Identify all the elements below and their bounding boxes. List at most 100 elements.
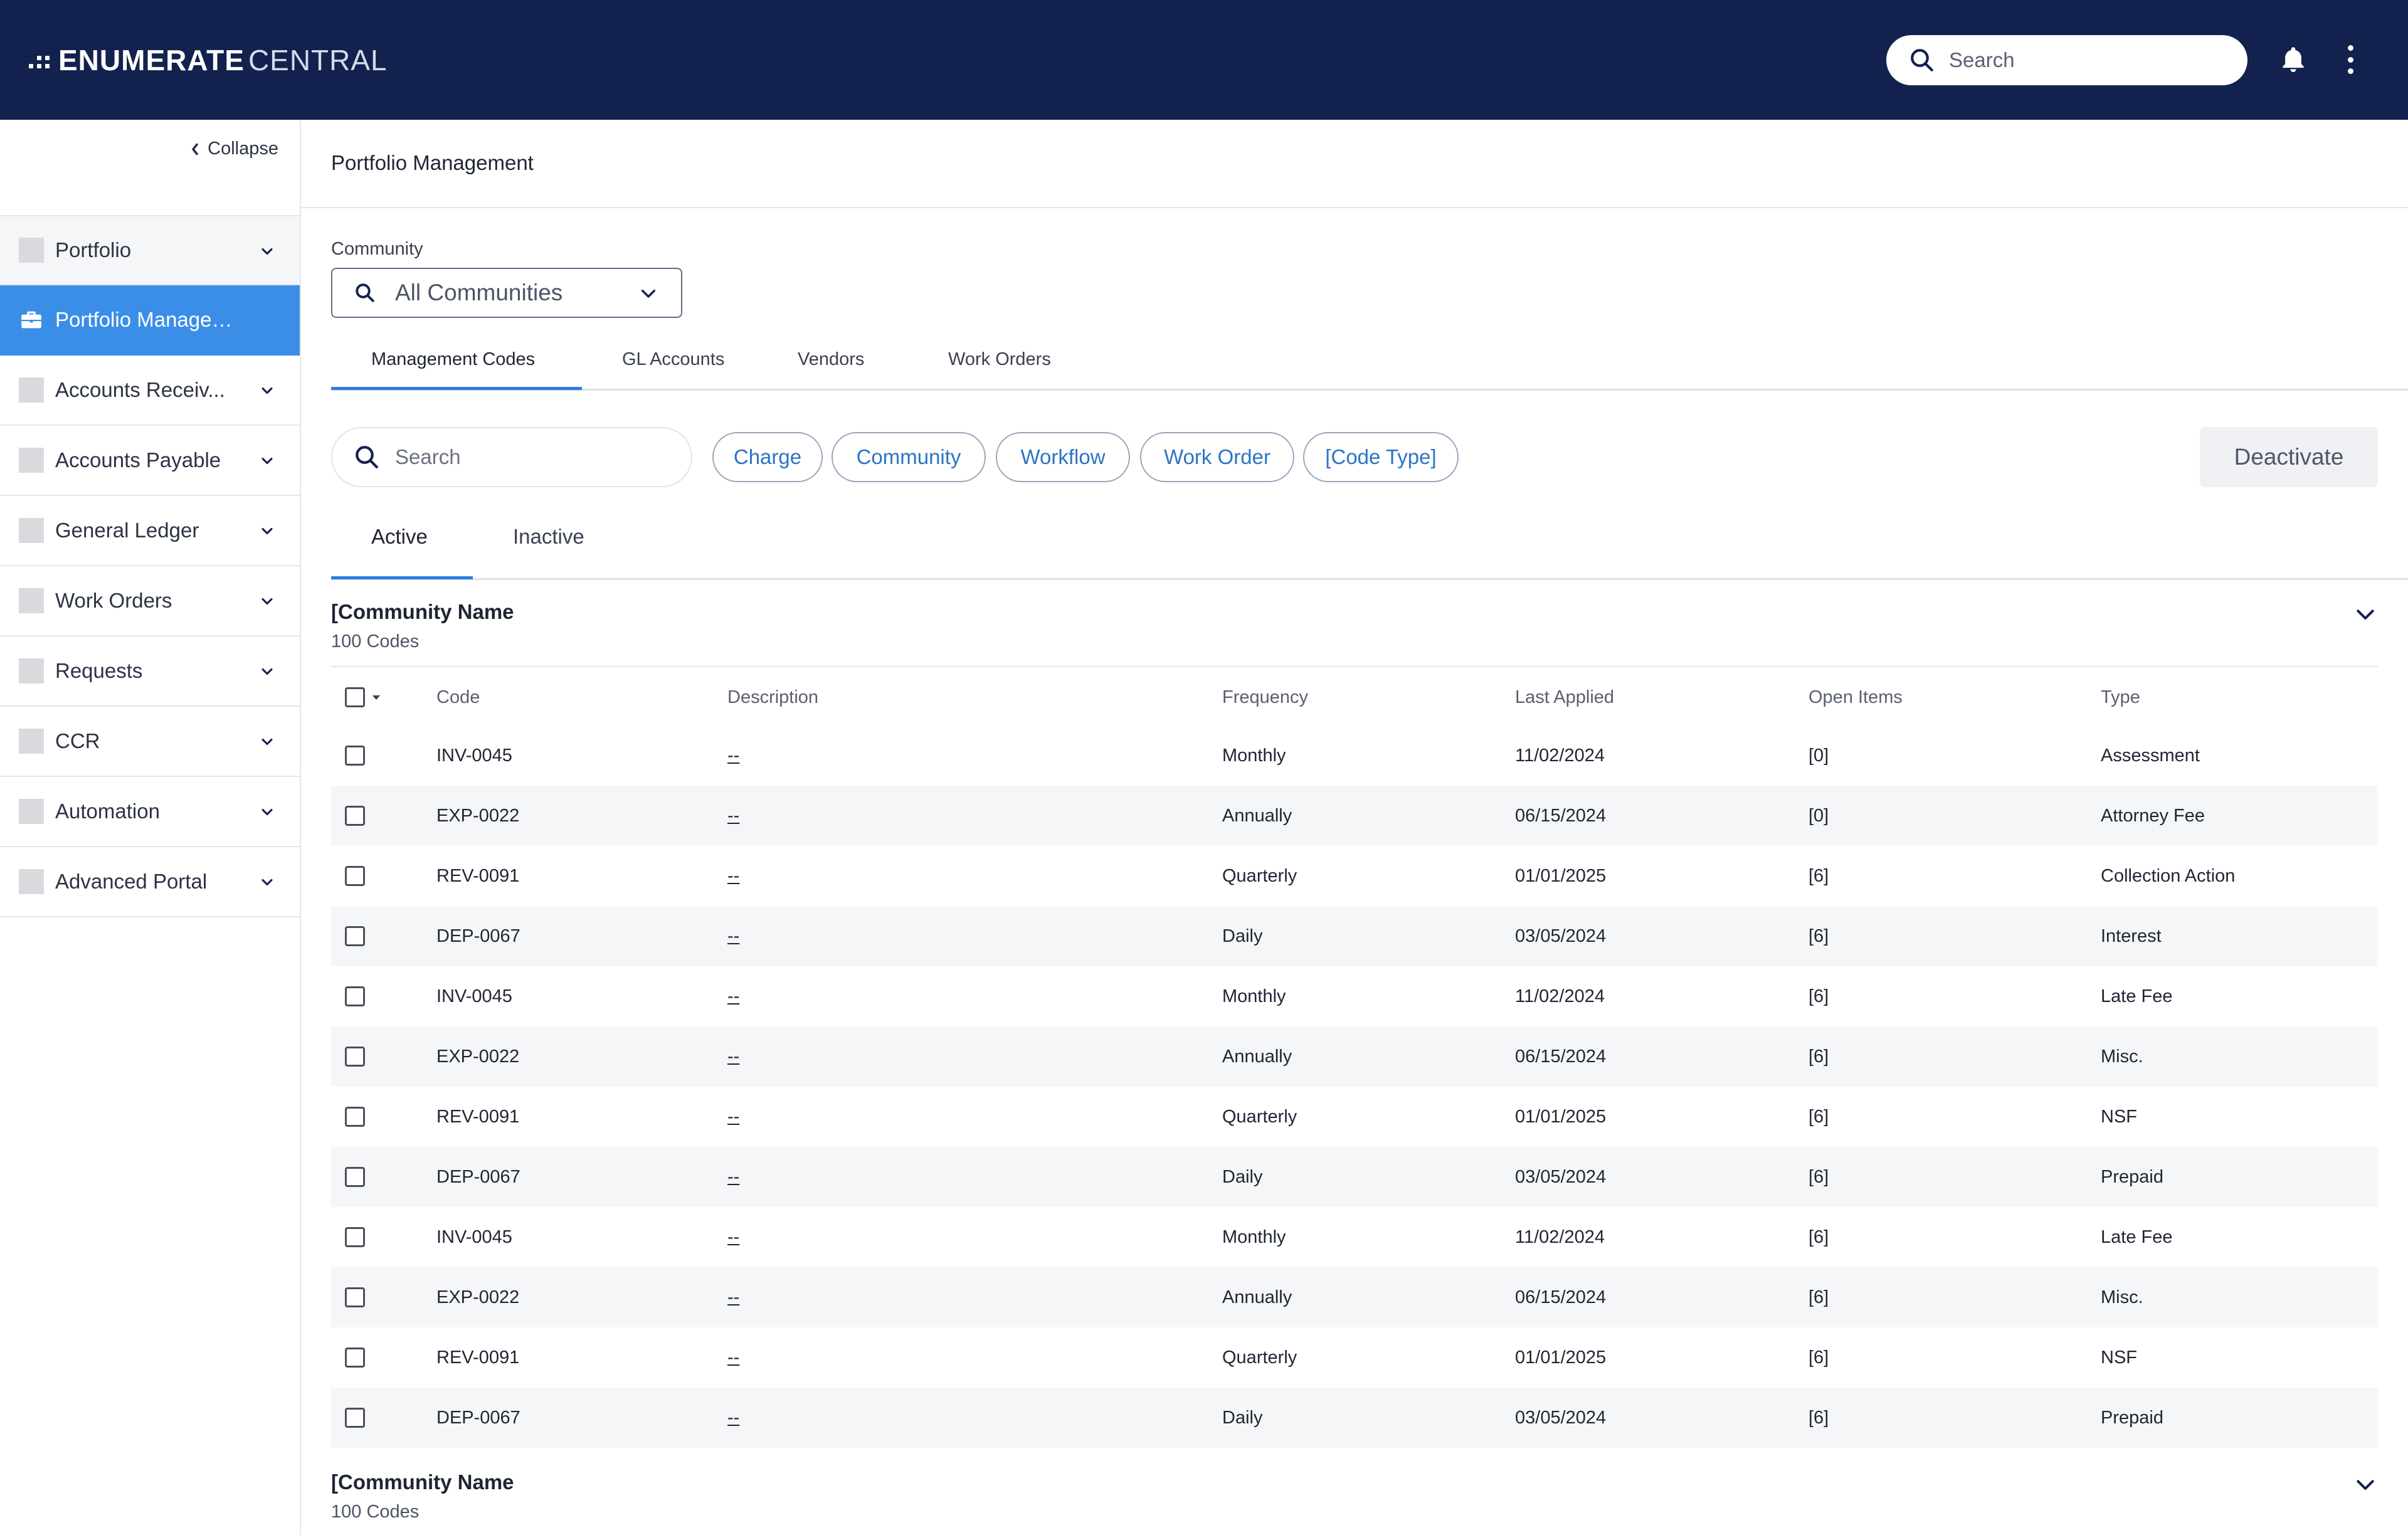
- cell-frequency: Quarterly: [1222, 865, 1297, 886]
- column-header-open-items: Open Items: [1809, 687, 1903, 707]
- cell-open-items: [6]: [1809, 865, 1829, 886]
- table-row[interactable]: EXP-0022 -- Annually 06/15/2024 [0] Atto…: [331, 786, 2378, 846]
- cell-description-link[interactable]: --: [727, 1226, 740, 1247]
- primary-tabs: Management Codes GL Accounts Vendors Wor…: [331, 346, 2408, 391]
- cell-last-applied: 03/05/2024: [1515, 1407, 1607, 1428]
- table-row[interactable]: INV-0045 -- Monthly 11/02/2024 [6] Late …: [331, 966, 2378, 1026]
- bell-icon[interactable]: [2278, 44, 2309, 75]
- sidebar-item-portfolio-management[interactable]: Portfolio Management: [0, 285, 300, 356]
- cell-description-link[interactable]: --: [727, 1287, 740, 1307]
- more-vertical-icon[interactable]: [2343, 45, 2358, 74]
- chevron-down-icon[interactable]: [2353, 1473, 2378, 1498]
- cell-type: NSF: [2101, 1106, 2137, 1127]
- sidebar-item-label: Portfolio Management: [55, 308, 243, 331]
- logo-dots-icon: [29, 56, 50, 68]
- row-checkbox[interactable]: [345, 866, 365, 886]
- tab-vendors[interactable]: Vendors: [798, 349, 865, 369]
- table-row[interactable]: DEP-0067 -- Daily 03/05/2024 [6] Prepaid: [331, 1147, 2378, 1207]
- table-row[interactable]: INV-0045 -- Monthly 11/02/2024 [0] Asses…: [331, 725, 2378, 786]
- cell-frequency: Annually: [1222, 1046, 1292, 1067]
- select-all-control[interactable]: [345, 669, 380, 725]
- row-checkbox[interactable]: [345, 986, 365, 1006]
- column-header-description: Description: [727, 687, 819, 707]
- table-row[interactable]: REV-0091 -- Quarterly 01/01/2025 [6] NSF: [331, 1087, 2378, 1147]
- sidebar-item-automation[interactable]: Automation: [0, 777, 300, 847]
- sidebar-item-accounts-payable[interactable]: Accounts Payable: [0, 426, 300, 496]
- tab-management-codes[interactable]: Management Codes: [371, 349, 536, 369]
- row-checkbox[interactable]: [345, 1227, 365, 1247]
- sidebar-item-accounts-receivable[interactable]: Accounts Receiv...: [0, 356, 300, 426]
- community-select[interactable]: All Communities: [331, 268, 682, 318]
- collapse-label: Collapse: [208, 139, 278, 159]
- table-body: INV-0045 -- Monthly 11/02/2024 [0] Asses…: [331, 725, 2378, 1448]
- filter-chip-work-order[interactable]: Work Order: [1140, 432, 1294, 482]
- cell-description-link[interactable]: --: [727, 926, 740, 946]
- sidebar-item-requests[interactable]: Requests: [0, 636, 300, 707]
- table-row[interactable]: EXP-0022 -- Annually 06/15/2024 [6] Misc…: [331, 1267, 2378, 1327]
- cell-description-link[interactable]: --: [727, 865, 740, 886]
- sidebar-item-label: Requests: [55, 659, 143, 682]
- sidebar-item-portfolio[interactable]: Portfolio: [0, 215, 300, 285]
- sidebar-item-general-ledger[interactable]: General Ledger: [0, 496, 300, 566]
- filter-chip-workflow[interactable]: Workflow: [996, 432, 1130, 482]
- row-checkbox[interactable]: [345, 1287, 365, 1307]
- table-row[interactable]: REV-0091 -- Quarterly 01/01/2025 [6] Col…: [331, 846, 2378, 906]
- row-checkbox[interactable]: [345, 1348, 365, 1368]
- cell-description-link[interactable]: --: [727, 1347, 740, 1368]
- brand-logo[interactable]: ENUMERATE CENTRAL: [29, 44, 388, 76]
- sidebar-item-ccr[interactable]: CCR: [0, 707, 300, 777]
- row-checkbox[interactable]: [345, 1107, 365, 1127]
- cell-description-link[interactable]: --: [727, 1106, 740, 1127]
- tab-gl-accounts[interactable]: GL Accounts: [622, 349, 725, 369]
- cell-last-applied: 01/01/2025: [1515, 865, 1607, 886]
- row-checkbox[interactable]: [345, 1047, 365, 1067]
- tab-work-orders[interactable]: Work Orders: [948, 349, 1051, 369]
- chevron-down-icon[interactable]: [2353, 603, 2378, 628]
- table-row[interactable]: EXP-0022 -- Annually 06/15/2024 [6] Misc…: [331, 1026, 2378, 1087]
- table-row[interactable]: DEP-0067 -- Daily 03/05/2024 [6] Prepaid: [331, 1388, 2378, 1448]
- cell-description-link[interactable]: --: [727, 805, 740, 826]
- cell-frequency: Annually: [1222, 805, 1292, 826]
- chevron-down-icon: [261, 878, 273, 886]
- cell-description-link[interactable]: --: [727, 1046, 740, 1067]
- table-row[interactable]: REV-0091 -- Quarterly 01/01/2025 [6] NSF: [331, 1327, 2378, 1388]
- filter-chip-community[interactable]: Community: [832, 432, 986, 482]
- select-all-checkbox[interactable]: [345, 687, 365, 707]
- placeholder-icon: [19, 869, 44, 894]
- deactivate-button[interactable]: Deactivate: [2200, 427, 2378, 487]
- global-search-input[interactable]: Search: [1886, 35, 2247, 85]
- cell-description-link[interactable]: --: [727, 1407, 740, 1428]
- sidebar-item-advanced-portal[interactable]: Advanced Portal: [0, 847, 300, 917]
- cell-frequency: Daily: [1222, 1166, 1263, 1187]
- cell-frequency: Annually: [1222, 1287, 1292, 1307]
- placeholder-icon: [19, 238, 44, 263]
- placeholder-icon: [19, 658, 44, 683]
- sidebar-item-work-orders[interactable]: Work Orders: [0, 566, 300, 636]
- cell-last-applied: 06/15/2024: [1515, 1046, 1607, 1067]
- cell-description-link[interactable]: --: [727, 1166, 740, 1187]
- tab-inactive[interactable]: Inactive: [513, 525, 584, 548]
- row-checkbox[interactable]: [345, 926, 365, 946]
- codes-search-input[interactable]: Search: [331, 427, 692, 487]
- cell-last-applied: 03/05/2024: [1515, 1166, 1607, 1187]
- cell-last-applied: 01/01/2025: [1515, 1347, 1607, 1368]
- row-checkbox[interactable]: [345, 1408, 365, 1428]
- table-row[interactable]: INV-0045 -- Monthly 11/02/2024 [6] Late …: [331, 1207, 2378, 1267]
- cell-open-items: [6]: [1809, 1226, 1829, 1247]
- collapse-button[interactable]: Collapse: [189, 139, 278, 159]
- cell-description-link[interactable]: --: [727, 745, 740, 766]
- brand-name: ENUMERATE: [58, 44, 245, 76]
- tab-active[interactable]: Active: [371, 525, 428, 548]
- cell-code: INV-0045: [436, 745, 512, 766]
- row-checkbox[interactable]: [345, 1167, 365, 1187]
- cell-description-link[interactable]: --: [727, 986, 740, 1006]
- community-group-header: [Community Name 100 Codes: [331, 1470, 2378, 1535]
- community-field-label: Community: [331, 239, 423, 259]
- filter-chip-code-type[interactable]: [Code Type]: [1303, 432, 1459, 482]
- row-checkbox[interactable]: [345, 746, 365, 766]
- caret-down-icon[interactable]: [372, 695, 380, 700]
- row-checkbox[interactable]: [345, 806, 365, 826]
- filter-chip-charge[interactable]: Charge: [712, 432, 823, 482]
- cell-type: Interest: [2101, 926, 2162, 946]
- table-row[interactable]: DEP-0067 -- Daily 03/05/2024 [6] Interes…: [331, 906, 2378, 966]
